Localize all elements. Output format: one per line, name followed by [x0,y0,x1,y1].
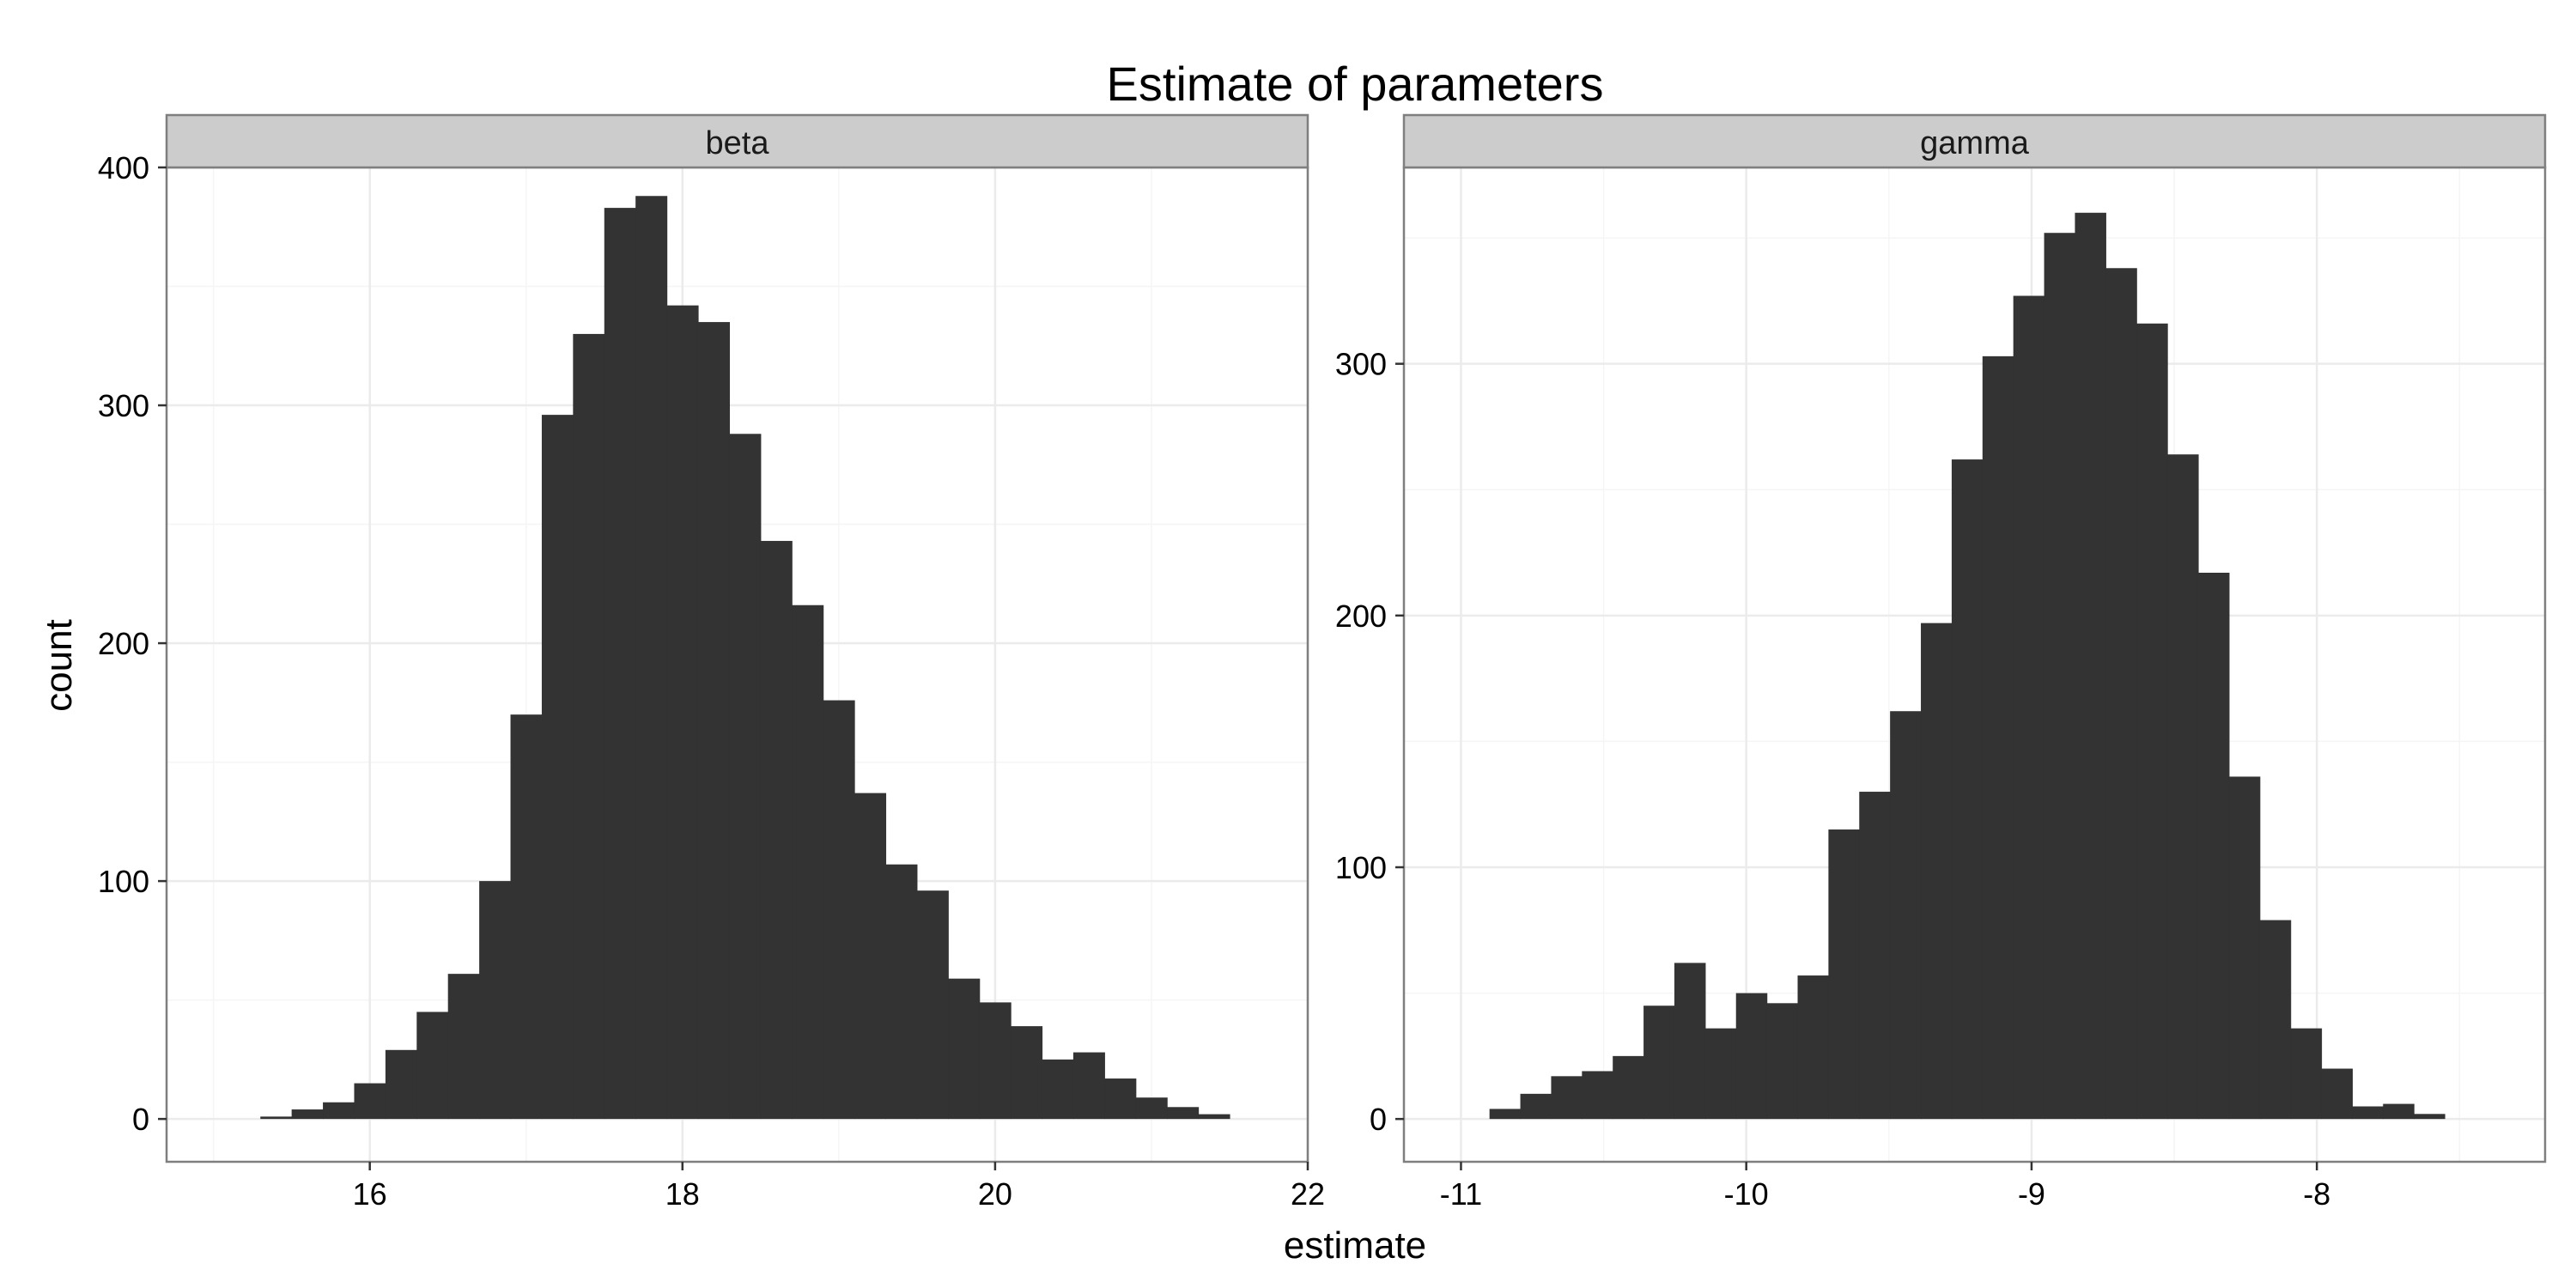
histogram-bar-gamma-28 [2352,1106,2384,1120]
histogram-bar-beta-28 [1135,1097,1168,1120]
x-tick-label: 22 [1291,1176,1325,1212]
histogram-bar-gamma-23 [2197,572,2230,1120]
histogram-bar-gamma-13 [1890,711,1922,1120]
y-tick-label: 0 [1370,1102,1387,1137]
histogram-bar-gamma-5 [1643,1005,1675,1120]
histogram-bar-beta-13 [666,305,699,1120]
facet-strip-label: gamma [1920,125,2030,161]
histogram-bar-gamma-10 [1797,975,1829,1120]
histogram-bar-gamma-17 [2013,295,2045,1120]
histogram-bar-gamma-15 [1951,459,1984,1120]
histogram-bar-beta-5 [416,1012,449,1120]
histogram-bar-gamma-9 [1766,1003,1799,1120]
y-tick-label: 300 [1335,347,1387,382]
histogram-bar-beta-30 [1198,1114,1230,1120]
histogram-bar-beta-10 [573,333,605,1120]
histogram-bar-gamma-26 [2290,1028,2323,1120]
histogram-bar-beta-1 [291,1109,324,1120]
histogram-bar-gamma-7 [1704,1028,1737,1120]
histogram-bar-gamma-25 [2259,920,2292,1120]
histogram-bar-beta-21 [916,890,949,1120]
histogram-bar-gamma-21 [2136,323,2168,1120]
x-tick-label: 16 [353,1176,387,1212]
x-tick-label: 20 [978,1176,1012,1212]
histogram-bar-gamma-2 [1551,1076,1583,1120]
histogram-bar-beta-17 [792,605,824,1120]
histogram-bar-gamma-22 [2167,454,2199,1120]
y-axis-title: count [38,619,80,712]
x-tick-label: -8 [2303,1176,2330,1212]
histogram-bar-gamma-8 [1735,993,1768,1120]
histogram-bar-beta-24 [1011,1026,1043,1120]
x-axis-title: estimate [1284,1224,1426,1267]
facet-strip [1402,113,2547,169]
histogram-bar-beta-27 [1104,1078,1137,1120]
histogram-bar-gamma-19 [2075,212,2106,1120]
x-tick-label: -10 [1724,1176,1769,1212]
histogram-bar-beta-12 [635,196,668,1120]
histogram-bar-gamma-1 [1520,1093,1552,1120]
histogram-bar-beta-16 [760,540,793,1120]
histogram-bar-gamma-24 [2228,776,2261,1120]
histogram-bar-beta-26 [1072,1052,1105,1120]
facet-strip [165,113,1309,169]
histogram-bar-gamma-20 [2105,268,2137,1120]
x-tick-label: -9 [2018,1176,2045,1212]
histogram-bar-gamma-29 [2383,1103,2415,1120]
histogram-bar-beta-22 [948,978,981,1120]
histogram-bar-gamma-12 [1859,792,1891,1120]
histogram-bar-beta-7 [479,881,512,1120]
histogram-bar-beta-6 [447,974,480,1120]
histogram-bar-beta-3 [354,1083,386,1120]
histogram-bar-gamma-30 [2414,1114,2445,1120]
y-tick-label: 400 [98,150,149,185]
chart-title: Estimate of parameters [1107,57,1604,111]
facet-gamma: gamma 0 100 200 300 -11 -10 -9 -8 [1335,113,2547,1212]
histogram-bar-beta-25 [1042,1059,1074,1120]
y-tick-label: 200 [98,626,149,661]
histogram-bar-beta-15 [729,434,762,1120]
histogram-bar-gamma-16 [1982,355,2014,1120]
histogram-bar-beta-19 [854,793,887,1120]
y-tick-label: 100 [1335,850,1387,885]
y-tick-label: 100 [98,864,149,899]
histogram-bar-gamma-4 [1613,1055,1644,1120]
facet-beta: beta 0 100 200 300 400 16 18 20 22 [98,113,1325,1212]
histogram-bar-beta-14 [697,322,730,1120]
histogram-bar-beta-4 [385,1049,417,1120]
histogram-bar-beta-11 [604,208,636,1120]
x-tick-label: 18 [665,1176,700,1212]
histogram-bar-beta-23 [979,1002,1012,1120]
histogram-bar-gamma-11 [1828,829,1860,1120]
histogram-bar-gamma-27 [2321,1068,2353,1120]
histogram-bar-beta-29 [1167,1107,1200,1120]
histogram-bar-gamma-0 [1489,1109,1522,1120]
x-tick-label: -11 [1440,1176,1482,1212]
histogram-bar-gamma-3 [1582,1071,1613,1120]
histogram-bar-beta-9 [541,415,574,1120]
facet-strip-label: beta [706,125,770,161]
histogram-bar-beta-0 [260,1116,293,1120]
histogram-bar-beta-20 [885,864,918,1120]
histogram-bar-gamma-18 [2044,233,2076,1120]
histogram-bar-gamma-14 [1921,623,1953,1120]
y-tick-label: 0 [132,1102,149,1137]
histogram-bar-beta-8 [510,714,543,1120]
histogram-bar-gamma-6 [1674,963,1706,1120]
histogram-bar-beta-18 [823,700,855,1120]
facet-panels: beta 0 100 200 300 400 16 18 20 22 gamma 0 100 200 300… [98,113,2547,1212]
y-tick-label: 200 [1335,598,1387,634]
histogram-bar-beta-2 [323,1102,355,1120]
y-tick-label: 300 [98,388,149,423]
